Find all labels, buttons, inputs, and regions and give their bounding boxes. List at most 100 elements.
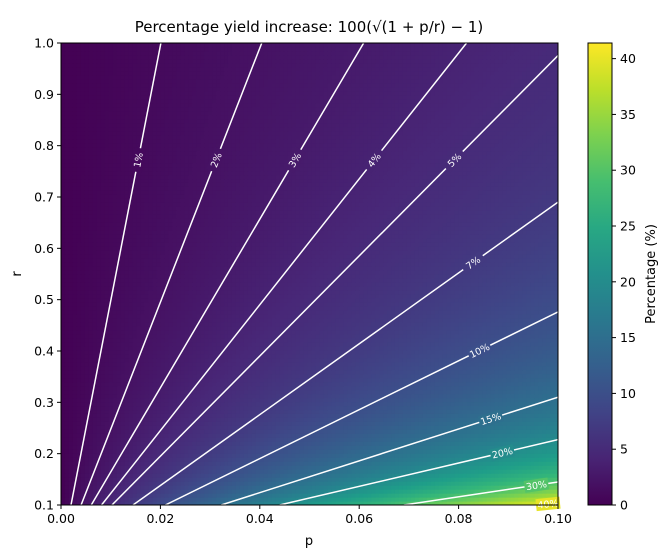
heatmap-cell xyxy=(442,485,448,490)
heatmap-cell xyxy=(387,429,392,434)
heatmap-cell xyxy=(434,401,440,407)
heatmap-cell xyxy=(355,497,360,502)
heatmap-cell xyxy=(259,353,265,359)
heatmap-cell xyxy=(156,461,161,466)
heatmap-cell xyxy=(136,441,142,446)
heatmap-cell xyxy=(303,409,309,414)
heatmap-cell xyxy=(124,349,130,355)
heatmap-cell xyxy=(550,429,555,434)
heatmap-cell xyxy=(128,413,134,418)
heatmap-cell xyxy=(243,501,249,505)
heatmap-cell xyxy=(406,469,412,474)
heatmap-cell xyxy=(307,465,313,470)
heatmap-cell xyxy=(160,397,165,403)
heatmap-cell xyxy=(128,461,134,466)
heatmap-cell xyxy=(526,393,531,399)
heatmap-cell xyxy=(255,345,261,351)
heatmap-cell xyxy=(224,425,229,430)
heatmap-cell xyxy=(486,497,492,502)
heatmap-cell xyxy=(80,417,86,422)
heatmap-cell xyxy=(156,361,161,367)
heatmap-cell xyxy=(80,369,86,375)
heatmap-cell xyxy=(375,373,380,379)
heatmap-cell xyxy=(176,381,181,387)
heatmap-cell xyxy=(291,413,297,418)
heatmap-cell xyxy=(438,353,444,359)
heatmap-cell xyxy=(510,429,515,434)
heatmap-cell xyxy=(518,441,523,446)
heatmap-cell xyxy=(279,381,285,387)
heatmap-cell xyxy=(216,385,221,391)
heatmap-cell xyxy=(371,385,376,391)
heatmap-cell xyxy=(275,357,281,363)
heatmap-cell xyxy=(538,373,543,379)
heatmap-cell xyxy=(92,457,98,462)
heatmap-cell xyxy=(319,433,325,438)
heatmap-cell xyxy=(430,441,436,446)
heatmap-cell xyxy=(367,357,372,363)
heatmap-cell xyxy=(224,369,229,375)
heatmap-cell xyxy=(414,401,420,407)
heatmap-cell xyxy=(331,397,336,403)
heatmap-cell xyxy=(470,501,476,505)
heatmap-cell xyxy=(442,369,448,375)
heatmap-cell xyxy=(152,437,158,442)
heatmap-cell xyxy=(319,405,325,411)
heatmap-cell xyxy=(383,421,388,426)
heatmap-cell xyxy=(235,365,241,371)
heatmap-cell xyxy=(176,457,181,462)
heatmap-cell xyxy=(442,373,448,379)
heatmap-cell xyxy=(263,493,269,498)
heatmap-cell xyxy=(259,369,265,375)
heatmap-cell xyxy=(76,365,82,371)
heatmap-cell xyxy=(243,461,249,466)
heatmap-cell xyxy=(212,377,217,383)
heatmap-cell xyxy=(112,377,118,383)
heatmap-cell xyxy=(227,465,233,470)
heatmap-cell xyxy=(132,401,138,407)
heatmap-cell xyxy=(458,493,464,498)
heatmap-cell xyxy=(311,413,317,418)
heatmap-cell xyxy=(375,349,380,355)
heatmap-cell xyxy=(474,501,480,505)
heatmap-cell xyxy=(243,433,249,438)
heatmap-cell xyxy=(136,485,142,490)
heatmap-cell xyxy=(430,425,436,430)
heatmap-cell xyxy=(287,473,293,478)
heatmap-cell xyxy=(124,361,130,367)
heatmap-cell xyxy=(267,437,273,442)
heatmap-cell xyxy=(188,409,193,414)
heatmap-cell xyxy=(255,501,261,505)
heatmap-cell xyxy=(347,477,352,482)
heatmap-cell xyxy=(514,421,519,426)
heatmap-cell xyxy=(311,353,317,359)
heatmap-cell xyxy=(414,437,420,442)
heatmap-cell xyxy=(160,501,165,505)
heatmap-cell xyxy=(506,477,511,482)
heatmap-cell xyxy=(343,381,348,387)
heatmap-cell xyxy=(442,345,448,351)
heatmap-cell xyxy=(299,353,305,359)
heatmap-cell xyxy=(184,385,189,391)
heatmap-cell xyxy=(104,445,110,450)
heatmap-cell xyxy=(486,501,492,505)
heatmap-cell xyxy=(307,485,313,490)
heatmap-cell xyxy=(518,385,523,391)
heatmap-cell xyxy=(391,501,396,505)
heatmap-cell xyxy=(275,497,281,502)
heatmap-cell xyxy=(184,357,189,363)
heatmap-cell xyxy=(271,437,277,442)
heatmap-cell xyxy=(196,397,201,403)
heatmap-cell xyxy=(323,373,328,379)
heatmap-cell xyxy=(267,429,273,434)
heatmap-cell xyxy=(96,385,102,391)
heatmap-cell xyxy=(148,425,154,430)
heatmap-cell xyxy=(379,473,384,478)
heatmap-cell xyxy=(108,349,114,355)
heatmap-cell xyxy=(442,421,448,426)
heatmap-cell xyxy=(454,373,460,379)
heatmap-cell xyxy=(224,485,229,490)
heatmap-cell xyxy=(144,497,150,502)
heatmap-cell xyxy=(271,497,277,502)
heatmap-cell xyxy=(355,453,360,458)
